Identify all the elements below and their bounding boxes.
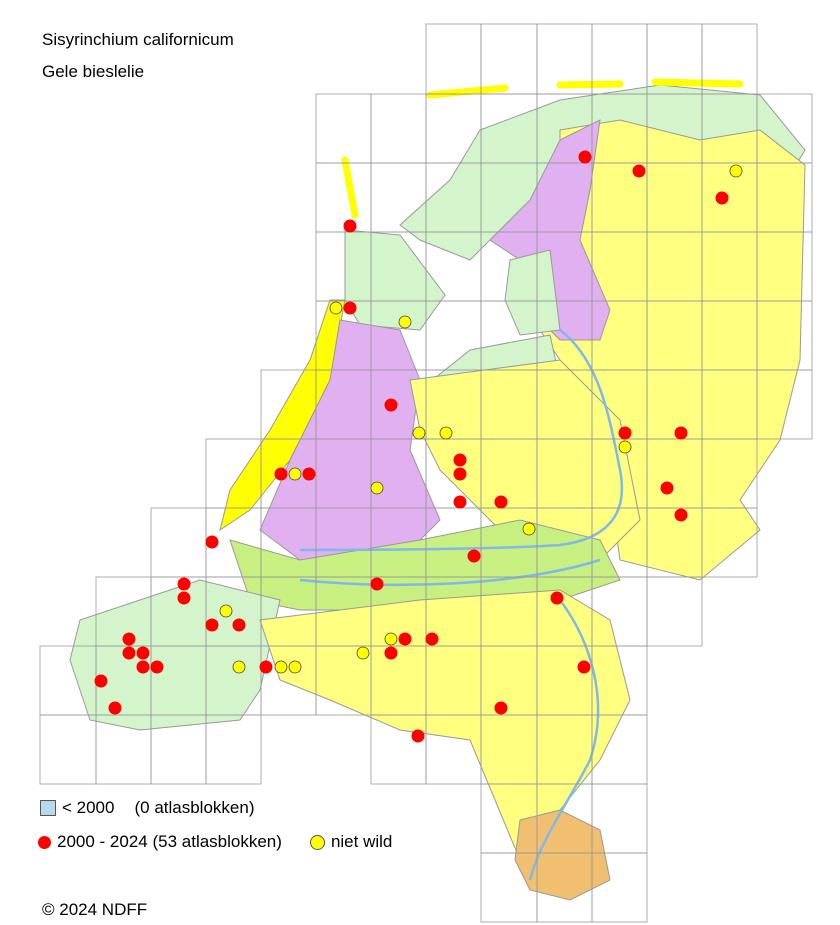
red-observation-dot (398, 632, 412, 646)
land-noordoostpolder (504, 249, 561, 336)
observation-dots (94, 150, 743, 743)
red-observation-dot (122, 632, 136, 646)
yellow-not-wild-dot (274, 660, 288, 674)
red-observation-dot (674, 508, 688, 522)
red-observation-dot (453, 495, 467, 509)
wadden-island (556, 80, 624, 89)
red-observation-dot (150, 660, 164, 674)
red-observation-dot (494, 495, 508, 509)
yellow-not-wild-dot (522, 522, 536, 536)
land-limburg-loess (514, 809, 611, 901)
yellow-not-wild-dot (288, 467, 302, 481)
atlas-block (425, 23, 482, 95)
species-scientific-name: Sisyrinchium californicum (42, 30, 234, 49)
red-observation-dot (453, 453, 467, 467)
legend-before-2000: < 2000 (0 atlasblokken) (40, 798, 255, 818)
atlas-block (591, 852, 648, 923)
red-observation-dot (494, 701, 508, 715)
atlas-block (315, 162, 372, 233)
land-north-holland (344, 229, 446, 331)
red-observation-dot (232, 618, 246, 632)
red-observation-dot (205, 618, 219, 632)
red-observation-dot (274, 467, 288, 481)
red-observation-dot (618, 426, 632, 440)
red-observation-dot (177, 591, 191, 605)
yellow-not-wild-dot (439, 426, 453, 440)
atlas-block (480, 23, 538, 95)
yellow-not-wild-dot (356, 646, 370, 660)
red-dot-icon (38, 835, 51, 849)
red-observation-dot (343, 301, 357, 315)
yellow-not-wild-dot (232, 660, 246, 674)
yellow-not-wild-dot (329, 301, 343, 315)
wadden-island (341, 156, 359, 219)
red-observation-dot (411, 729, 425, 743)
species-common-name: Gele bieslelie (42, 62, 145, 81)
red-observation-dot (205, 535, 219, 549)
legend-2000-2024: 2000 - 2024 (53 atlasblokken) niet wild (38, 832, 392, 852)
red-observation-dot (550, 591, 564, 605)
red-observation-dot (136, 660, 150, 674)
atlas-block (646, 576, 703, 647)
red-observation-dot (343, 219, 357, 233)
red-observation-dot (632, 164, 646, 178)
atlas-block (701, 507, 758, 578)
red-observation-dot (467, 549, 481, 563)
yellow-not-wild-dot (370, 481, 384, 495)
land-river-clay (229, 519, 621, 611)
copyright: © 2024 NDFF (42, 900, 148, 919)
yellow-dot-icon (309, 834, 325, 850)
wadden-island (651, 78, 744, 88)
red-observation-dot (136, 646, 150, 660)
red-observation-dot (302, 467, 316, 481)
atlas-block (39, 714, 97, 785)
land-regions (69, 78, 806, 901)
red-observation-dot (453, 467, 467, 481)
land-zeeland (69, 579, 281, 731)
atlas-block (756, 369, 813, 440)
red-observation-dot (577, 660, 591, 674)
yellow-not-wild-dot (398, 315, 412, 329)
legend-square-icon (40, 800, 56, 816)
yellow-not-wild-dot (288, 660, 302, 674)
rivers (299, 329, 624, 881)
yellow-not-wild-dot (412, 426, 426, 440)
red-observation-dot (715, 191, 729, 205)
red-observation-dot (425, 632, 439, 646)
yellow-not-wild-dot (384, 632, 398, 646)
red-observation-dot (94, 674, 108, 688)
red-observation-dot (122, 646, 136, 660)
red-observation-dot (660, 481, 674, 495)
red-observation-dot (259, 660, 273, 674)
yellow-not-wild-dot (618, 440, 632, 454)
red-observation-dot (674, 426, 688, 440)
red-observation-dot (177, 577, 191, 591)
yellow-not-wild-dot (729, 164, 743, 178)
red-observation-dot (578, 150, 592, 164)
red-observation-dot (108, 701, 122, 715)
red-observation-dot (384, 398, 398, 412)
atlas-block (370, 93, 427, 164)
atlas-block (150, 507, 207, 578)
red-observation-dot (370, 577, 384, 591)
atlas-block (205, 714, 262, 785)
red-observation-dot (384, 646, 398, 660)
yellow-not-wild-dot (219, 604, 233, 618)
atlas-block (315, 93, 372, 164)
